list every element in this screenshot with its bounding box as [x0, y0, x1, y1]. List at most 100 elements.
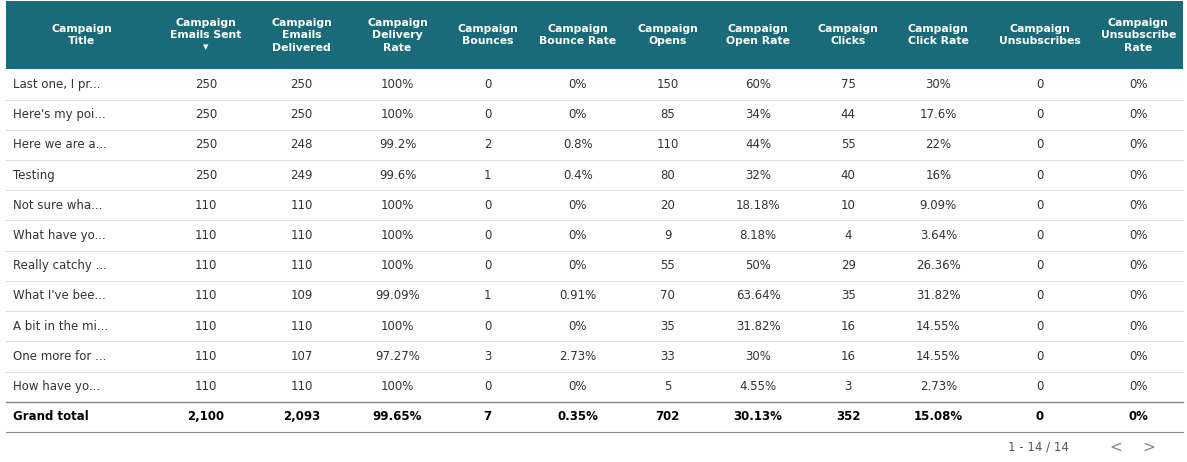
Bar — [6, 99, 1183, 130]
Text: 0.8%: 0.8% — [563, 138, 592, 152]
Text: Testing: Testing — [13, 169, 55, 182]
Text: 14.55%: 14.55% — [916, 350, 960, 363]
Text: 100%: 100% — [381, 78, 414, 91]
Text: 85: 85 — [660, 108, 675, 121]
Text: 0%: 0% — [1129, 350, 1148, 363]
Text: Here we are a...: Here we are a... — [13, 138, 107, 152]
Text: Campaign
Unsubscribes: Campaign Unsubscribes — [999, 24, 1080, 46]
Bar — [6, 341, 1183, 371]
Text: >: > — [1143, 439, 1155, 455]
Text: 75: 75 — [840, 78, 856, 91]
Text: 4.55%: 4.55% — [740, 380, 776, 393]
Text: 0.4%: 0.4% — [563, 169, 592, 182]
Text: 0: 0 — [1036, 380, 1043, 393]
Text: Campaign
Unsubscribe
Rate: Campaign Unsubscribe Rate — [1100, 18, 1176, 53]
Text: 0: 0 — [1036, 259, 1043, 272]
Text: 44%: 44% — [745, 138, 772, 152]
Text: 16%: 16% — [926, 169, 952, 182]
Text: 110: 110 — [291, 259, 313, 272]
Text: 44: 44 — [840, 108, 856, 121]
Text: What have yo...: What have yo... — [13, 229, 106, 242]
Text: 9: 9 — [665, 229, 672, 242]
Text: 30.13%: 30.13% — [734, 410, 782, 423]
Text: 0%: 0% — [1129, 259, 1148, 272]
Text: 0: 0 — [1036, 78, 1043, 91]
Text: Campaign
Emails Sent
▾: Campaign Emails Sent ▾ — [170, 18, 242, 53]
Text: 0: 0 — [1036, 320, 1043, 333]
Text: Grand total: Grand total — [13, 410, 89, 423]
Text: 100%: 100% — [381, 320, 414, 333]
Text: 0%: 0% — [1129, 138, 1148, 152]
Text: 352: 352 — [836, 410, 861, 423]
Text: 32%: 32% — [745, 169, 772, 182]
Text: 4: 4 — [844, 229, 852, 242]
Text: 110: 110 — [195, 380, 217, 393]
Text: 99.6%: 99.6% — [379, 169, 417, 182]
Bar — [6, 311, 1183, 341]
Text: 30%: 30% — [926, 78, 951, 91]
Text: 110: 110 — [195, 350, 217, 363]
Text: 14.55%: 14.55% — [916, 320, 960, 333]
Text: 110: 110 — [195, 229, 217, 242]
Text: Campaign
Title: Campaign Title — [51, 24, 113, 46]
Text: Campaign
Delivery
Rate: Campaign Delivery Rate — [367, 18, 429, 53]
Text: 99.65%: 99.65% — [373, 410, 423, 423]
Text: 0%: 0% — [1129, 380, 1148, 393]
Bar — [6, 250, 1183, 281]
Text: 3.64%: 3.64% — [920, 229, 957, 242]
Text: 0%: 0% — [1129, 169, 1148, 182]
Text: 0: 0 — [484, 380, 491, 393]
Text: 110: 110 — [291, 199, 313, 212]
Text: 60%: 60% — [745, 78, 772, 91]
Text: 35: 35 — [660, 320, 675, 333]
Text: 0%: 0% — [1129, 290, 1148, 303]
Text: 2: 2 — [484, 138, 491, 152]
Text: 16: 16 — [840, 320, 856, 333]
Bar — [6, 160, 1183, 190]
Text: 0: 0 — [1036, 169, 1043, 182]
Text: 34%: 34% — [745, 108, 772, 121]
Text: 0%: 0% — [569, 78, 588, 91]
Text: 0%: 0% — [569, 199, 588, 212]
Text: 0%: 0% — [569, 320, 588, 333]
Text: 16: 16 — [840, 350, 856, 363]
Text: 3: 3 — [484, 350, 491, 363]
Text: 110: 110 — [291, 320, 313, 333]
Text: 0%: 0% — [569, 108, 588, 121]
Text: 0: 0 — [1036, 138, 1043, 152]
Text: 0: 0 — [484, 199, 491, 212]
Text: 40: 40 — [840, 169, 856, 182]
Text: 248: 248 — [291, 138, 313, 152]
Bar — [6, 220, 1183, 250]
Text: 99.09%: 99.09% — [375, 290, 420, 303]
Text: 55: 55 — [660, 259, 675, 272]
Text: Campaign
Bounces: Campaign Bounces — [457, 24, 518, 46]
Text: What I've bee...: What I've bee... — [13, 290, 106, 303]
Text: 100%: 100% — [381, 229, 414, 242]
Text: 0%: 0% — [1129, 229, 1148, 242]
Text: 97.27%: 97.27% — [375, 350, 420, 363]
Text: 0%: 0% — [1129, 320, 1148, 333]
Text: 70: 70 — [660, 290, 675, 303]
Text: 250: 250 — [291, 108, 313, 121]
Text: 31.82%: 31.82% — [736, 320, 780, 333]
Text: 0%: 0% — [1129, 78, 1148, 91]
Text: 10: 10 — [840, 199, 856, 212]
Text: 31.82%: 31.82% — [916, 290, 960, 303]
Text: 30%: 30% — [745, 350, 772, 363]
Text: 0: 0 — [1036, 229, 1043, 242]
Text: 18.18%: 18.18% — [736, 199, 780, 212]
Bar — [6, 402, 1183, 432]
Text: 109: 109 — [291, 290, 313, 303]
Text: 1: 1 — [484, 290, 491, 303]
Text: 0: 0 — [484, 229, 491, 242]
Text: 2,100: 2,100 — [188, 410, 224, 423]
Bar — [6, 1, 1183, 69]
Text: 250: 250 — [291, 78, 313, 91]
Text: 0%: 0% — [1129, 410, 1148, 423]
Text: 55: 55 — [840, 138, 856, 152]
Bar — [6, 130, 1183, 160]
Text: 110: 110 — [195, 259, 217, 272]
Text: 9.09%: 9.09% — [920, 199, 957, 212]
Text: <: < — [1110, 439, 1122, 455]
